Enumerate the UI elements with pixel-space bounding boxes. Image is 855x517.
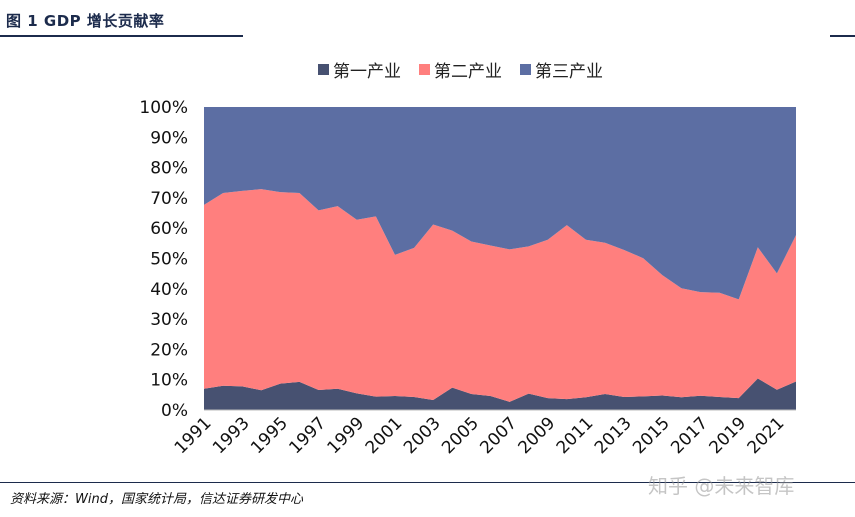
x-tick-label: 2001: [362, 413, 407, 458]
y-tick-label: 60%: [150, 219, 188, 239]
legend-swatch-tertiary: [520, 64, 531, 75]
x-tick-label: 2003: [400, 413, 445, 458]
y-tick-label: 0%: [161, 401, 188, 421]
legend-item-primary: 第一产业: [318, 57, 401, 82]
legend-item-tertiary: 第三产业: [520, 57, 603, 82]
area-series-3: [204, 107, 796, 300]
source-note: 资料来源：Wind，国家统计局，信达证券研发中心: [10, 492, 303, 507]
x-tick-label: 1999: [324, 413, 369, 458]
x-tick-label: 2007: [476, 413, 521, 458]
title-rule-right: [830, 35, 855, 37]
figure-title: 图 1 GDP 增长贡献率: [6, 12, 165, 30]
legend-swatch-primary: [318, 64, 329, 75]
legend-swatch-secondary: [419, 64, 430, 75]
y-tick-label: 40%: [150, 280, 188, 300]
x-tick-label: 2005: [438, 413, 483, 458]
y-tick-label: 20%: [150, 340, 188, 360]
x-tick-label: 1993: [209, 413, 254, 458]
y-tick-label: 70%: [150, 189, 188, 209]
x-tick-label: 1995: [247, 413, 292, 458]
y-tick-label: 10%: [150, 371, 188, 391]
y-tick-label: 30%: [150, 310, 188, 330]
footer-rule: [0, 482, 855, 483]
watermark: 知乎 @未来智库: [648, 474, 795, 498]
y-tick-label: 90%: [150, 128, 188, 148]
title-rule: [0, 35, 243, 37]
x-tick-label: 2021: [744, 413, 789, 458]
x-tick-label: 2017: [667, 413, 712, 458]
legend-label-primary: 第一产业: [333, 62, 401, 82]
y-tick-label: 100%: [139, 98, 188, 118]
y-tick-label: 50%: [150, 250, 188, 270]
y-tick-label: 80%: [150, 159, 188, 179]
x-tick-label: 2011: [553, 413, 598, 458]
x-tick-label: 2013: [591, 413, 636, 458]
x-tick-label: 2015: [629, 413, 674, 458]
chart-legend: 第一产业 第二产业 第三产业: [318, 57, 603, 82]
legend-label-secondary: 第二产业: [434, 62, 502, 82]
area-series-2: [204, 189, 796, 402]
x-tick-label: 2009: [515, 413, 560, 458]
x-tick-label: 2019: [706, 413, 751, 458]
area-series-1: [204, 378, 796, 410]
legend-label-tertiary: 第三产业: [535, 62, 603, 82]
x-tick-label: 1997: [285, 413, 330, 458]
legend-item-secondary: 第二产业: [419, 57, 502, 82]
